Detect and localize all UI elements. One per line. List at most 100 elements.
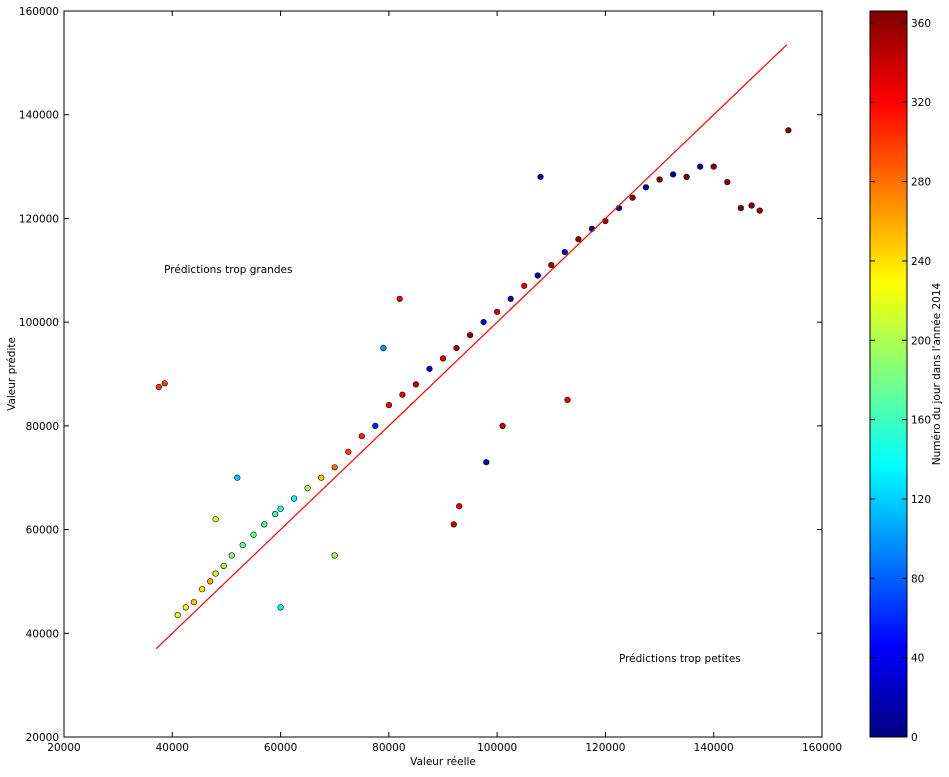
scatter-point [521, 282, 528, 289]
y-tick-label: 140000 [19, 110, 59, 122]
scatter-point [277, 505, 284, 512]
reference-line-layer [155, 44, 788, 650]
scatter-point [182, 604, 189, 611]
colorbar-tick-label: 40 [911, 653, 924, 665]
y-tick-label: 100000 [19, 317, 59, 329]
colorbar-tick-label: 160 [911, 415, 931, 427]
colorbar-tick-label: 240 [911, 256, 931, 268]
scatter-point [537, 173, 544, 180]
x-tick-label: 100000 [477, 742, 517, 754]
scatter-point [220, 562, 227, 570]
scatter-point [683, 173, 690, 180]
annotation-too-low: Prédictions trop petites [619, 653, 741, 665]
y-tick-label: 160000 [19, 6, 59, 18]
scatter-point [724, 179, 731, 186]
scatter-point [669, 171, 677, 178]
scatter-point [494, 308, 501, 315]
scatter-point [234, 474, 241, 481]
scatter-point [399, 391, 406, 398]
scatter-point [575, 236, 582, 243]
scatter-point [155, 383, 162, 391]
x-tick-label: 60000 [264, 742, 297, 754]
colorbar-tick-label: 80 [911, 573, 924, 585]
scatter-point [161, 380, 168, 387]
x-axis-label: Valeur réelle [410, 756, 476, 768]
scatter-point [345, 448, 352, 455]
scatter-point [534, 272, 541, 279]
scatter-point [564, 396, 571, 404]
scatter-points [155, 127, 792, 619]
colorbar [869, 10, 908, 738]
scatter-point [272, 510, 279, 518]
y-tick-label: 80000 [26, 421, 59, 433]
scatter-point [190, 599, 197, 606]
scatter-point [318, 474, 325, 481]
scatter-point [456, 503, 463, 510]
x-tick-label: 80000 [372, 742, 405, 754]
scatter-point [697, 163, 704, 170]
colorbar-tick-label: 360 [911, 18, 931, 30]
scatter-point [412, 381, 420, 388]
scatter-point [710, 163, 717, 170]
scatter-point [207, 578, 214, 585]
scatter-point [304, 485, 311, 492]
scatter-point [480, 319, 487, 326]
scatter-point [426, 365, 433, 372]
y-tick-label: 20000 [26, 732, 59, 744]
scatter-point [748, 202, 755, 209]
scatter-point [785, 127, 792, 134]
scatter-point [277, 604, 284, 611]
scatter-point [385, 402, 393, 409]
scatter-point [250, 531, 257, 538]
y-tick-label: 120000 [19, 213, 59, 225]
x-tick-label: 160000 [802, 742, 842, 754]
scatter-point [642, 184, 650, 191]
colorbar-label: Numéro du jour dans l'année 2014 [931, 282, 943, 465]
scatter-point [291, 495, 298, 502]
scatter-point [228, 552, 235, 559]
x-tick-label: 140000 [694, 742, 734, 754]
colorbar-tick-label: 200 [911, 335, 931, 347]
scatter-point [331, 464, 338, 471]
scatter-point [656, 176, 663, 183]
scatter-point [380, 345, 387, 352]
x-axis-ticks: 20000 40000 60000 80000 100000 120000 140000 16… [47, 11, 842, 754]
scatter-point [499, 422, 506, 430]
x-tick-label: 20000 [47, 742, 80, 754]
scatter-point [483, 459, 490, 466]
colorbar-tick-label: 120 [911, 494, 931, 506]
scatter-point [212, 570, 219, 577]
x-tick-label: 120000 [585, 742, 625, 754]
scatter-point [450, 521, 457, 528]
scatter-point [507, 295, 514, 302]
scatter-point [261, 521, 268, 528]
scatter-point [453, 345, 460, 352]
scatter-point [737, 205, 744, 212]
scatter-point [372, 422, 379, 430]
scatter-point [239, 541, 246, 549]
scatter-point [439, 355, 447, 362]
scatter-point [561, 249, 568, 256]
scatter-point [358, 433, 365, 440]
scatter-point [756, 207, 763, 214]
scatter-point [396, 295, 403, 302]
colorbar-tick-label: 320 [911, 97, 931, 109]
y-axis-label: Valeur prédite [6, 337, 18, 411]
y-axis-ticks: 20000 40000 60000 80000 100000 120000 140000 16… [19, 6, 822, 744]
scatter-point [331, 552, 338, 559]
colorbar-tick-label: 280 [911, 177, 931, 189]
x-tick-label: 40000 [156, 742, 189, 754]
reference-line [155, 44, 788, 650]
scatter-point [548, 262, 555, 269]
scatter-point [629, 194, 636, 201]
y-tick-label: 60000 [26, 525, 59, 537]
scatter-point [467, 332, 474, 339]
annotation-too-high: Prédictions trop grandes [164, 264, 292, 276]
plot-frame [63, 10, 823, 738]
y-tick-label: 40000 [26, 628, 59, 640]
scatter-point [212, 516, 219, 523]
colorbar-tick-label: 0 [911, 732, 918, 744]
scatter-point [174, 611, 181, 619]
